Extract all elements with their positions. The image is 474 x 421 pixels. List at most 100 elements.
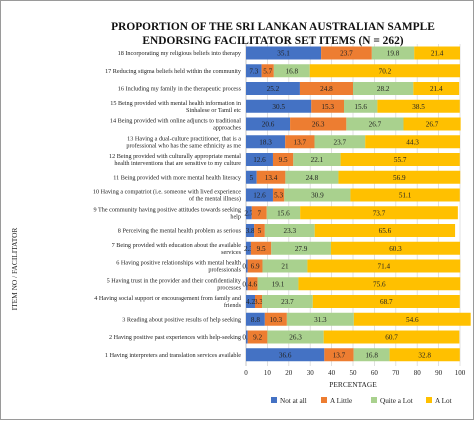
bar-segment	[256, 170, 286, 184]
bar-segment	[246, 259, 248, 273]
data-label: 23.7	[334, 138, 347, 146]
bar-segment	[346, 117, 404, 131]
data-label: 12.6	[253, 156, 266, 164]
item-label: 2 Having positive past experiences with …	[109, 334, 241, 341]
bar-segment	[309, 64, 460, 78]
bar-segment	[414, 46, 460, 60]
x-tick-label: 0	[244, 369, 248, 377]
data-label: 13.4	[265, 174, 278, 182]
x-axis-title: PERCENTAGE	[329, 380, 377, 389]
data-label: 60.7	[385, 334, 398, 342]
bar-segment	[311, 99, 345, 113]
legend-swatch	[371, 397, 377, 403]
data-label: 21.4	[430, 85, 443, 93]
bar-segment	[377, 99, 460, 113]
bar-segment	[246, 153, 273, 166]
bar-segment	[413, 82, 460, 95]
data-label: 28.2	[377, 85, 390, 93]
data-label: 9.5	[257, 245, 266, 253]
data-label: 15.6	[354, 103, 367, 111]
bar-segment	[246, 82, 300, 95]
data-label: 73.7	[373, 209, 386, 217]
item-label: 4 Having social support or encouragement…	[94, 295, 242, 309]
bar-segment	[247, 277, 258, 291]
bar-segment	[323, 330, 460, 344]
bar-segment	[246, 206, 252, 220]
x-tick-label: 60	[371, 369, 379, 377]
item-label: 5 Having trust in the provider and their…	[107, 277, 242, 291]
data-label: 3.8	[246, 227, 255, 235]
bar-segment	[298, 277, 461, 291]
bar-segment	[353, 312, 471, 326]
data-label: 8.8	[251, 316, 260, 324]
bar-segment	[314, 224, 456, 237]
legend-swatch	[426, 397, 432, 403]
bar-segment	[246, 330, 248, 344]
bar-segment	[344, 99, 378, 113]
bar-segment	[246, 241, 251, 255]
item-label: 10 Having a compatriot (i.e. someone wit…	[93, 189, 241, 203]
x-axis-ticks: 0 10 20 30 40 50 60 70 80 90 100	[244, 369, 466, 377]
bar-segment	[307, 259, 461, 273]
item-label: 6 Having positive relationships with men…	[116, 260, 242, 274]
data-label: 26.7	[369, 121, 382, 129]
data-label: 5.7	[263, 67, 272, 75]
bar-segment	[264, 224, 315, 237]
bar-segment	[261, 64, 274, 78]
bar-segment	[284, 188, 351, 202]
item-label: 12 Being provided with culturally approp…	[109, 153, 241, 167]
bar-segment	[246, 117, 291, 131]
bar-segment	[285, 135, 315, 149]
data-label: 4.2	[246, 298, 255, 306]
data-label: 51.1	[399, 192, 412, 200]
bars: 35.1 23.7 19.8 21.4 7.3 5.7 16.8 70.2 25.2 24.8 28…	[242, 46, 471, 362]
bar-segment	[246, 99, 312, 113]
data-label: 30.9	[311, 192, 324, 200]
data-label: 5	[250, 174, 254, 182]
data-label: 16.8	[365, 351, 378, 359]
item-label: 13 Having a dual-culture practitioner, t…	[126, 135, 241, 149]
bar-segment	[246, 277, 248, 291]
bar-segment	[262, 295, 313, 308]
item-label: 7 Being provided with education about th…	[112, 242, 242, 256]
data-label: 75.6	[373, 280, 386, 288]
item-label: 15 Being provided with mental health inf…	[110, 100, 241, 114]
bar-segment	[299, 82, 353, 95]
bar-segment	[246, 295, 255, 308]
x-tick-label: 40	[328, 369, 336, 377]
data-label: 10.3	[270, 316, 283, 324]
bar-segment	[247, 259, 263, 273]
data-label: 22.1	[311, 156, 324, 164]
bar-segment	[300, 206, 458, 220]
data-label: 2.3	[244, 245, 253, 253]
data-label: 7.3	[249, 67, 258, 75]
bar-segment	[338, 170, 461, 184]
item-label: 18 Incorporating my religious beliefs in…	[118, 50, 242, 57]
item-label: 11 Being provided with more mental healt…	[113, 174, 242, 181]
data-label: 23.7	[281, 298, 294, 306]
x-tick-label: 70	[392, 369, 400, 377]
bar-segment	[293, 153, 341, 166]
item-label: 14 Being provided with online adjuncts t…	[110, 118, 242, 132]
bar-segment	[272, 153, 294, 166]
data-label: 38.5	[412, 103, 425, 111]
bar-segment	[271, 241, 331, 255]
bar-segment	[353, 348, 390, 362]
item-label: 17 Reducing stigma beliefs held within t…	[105, 68, 242, 75]
data-label: 19.8	[387, 50, 400, 58]
data-label: 31.3	[314, 316, 327, 324]
data-label: 71.4	[378, 263, 391, 271]
data-label: 4.6	[248, 280, 257, 288]
bar-segment	[254, 224, 265, 237]
y-axis-title: ITEM NO / FACILITATOR	[10, 228, 19, 311]
bar-segment	[273, 64, 310, 78]
chart-title-line-1: PROPORTION OF THE SRI LANKAN AUSTRALIAN …	[111, 21, 435, 33]
legend-label: A Little	[330, 397, 352, 405]
bar-segment	[266, 206, 301, 220]
data-label: 5	[258, 227, 262, 235]
bar-segment	[365, 135, 460, 149]
legend: Not at all A Little Quite a Lot A Lot	[271, 397, 452, 405]
bar-segment	[246, 224, 255, 237]
legend-label: A Lot	[435, 397, 452, 405]
